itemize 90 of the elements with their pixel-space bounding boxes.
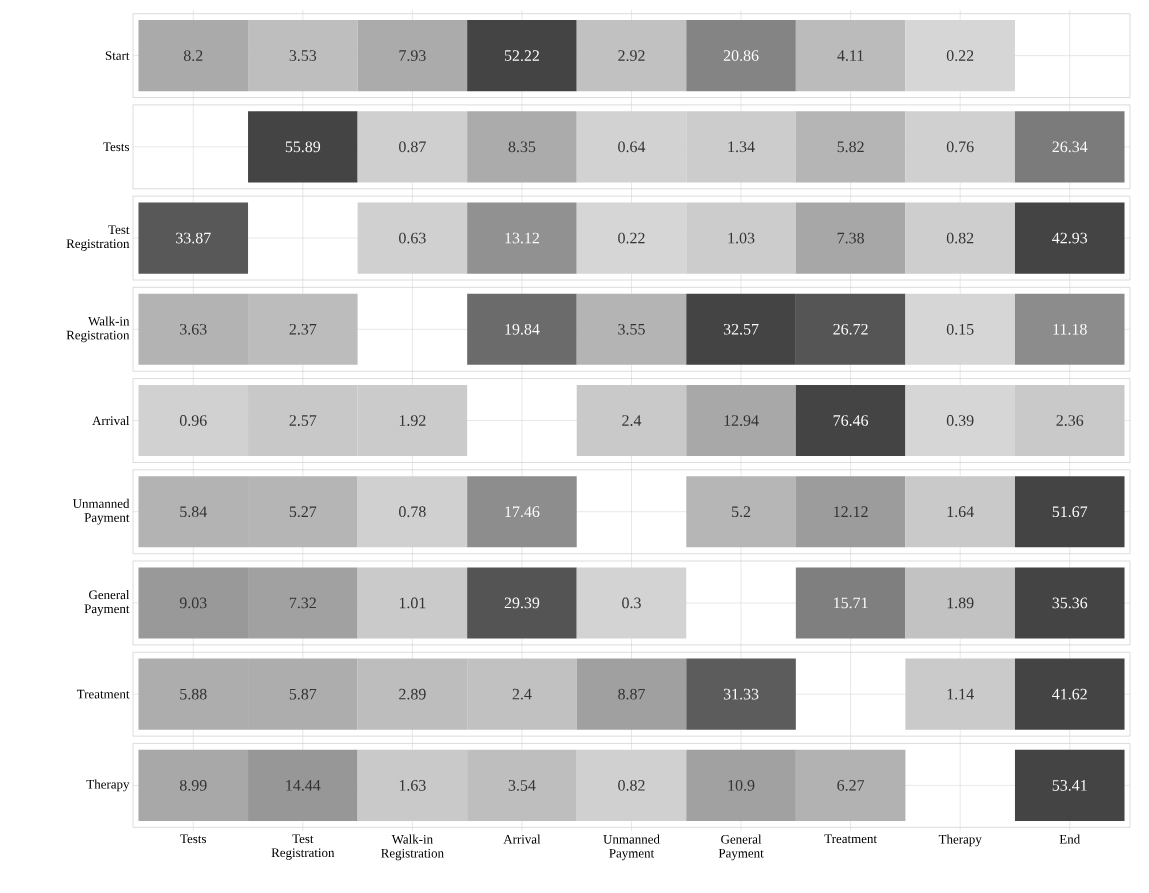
data-label: 3.55: [618, 323, 645, 335]
data-label: 2.57: [289, 415, 317, 426]
data-label: 10.9: [728, 779, 755, 791]
data-label: 9.03: [179, 597, 207, 609]
data-label: 0.96: [179, 415, 207, 426]
data-label: 0.82: [618, 779, 645, 791]
x-tick-label: Arrival: [503, 834, 541, 844]
data-label: 5.27: [289, 506, 317, 518]
data-label: 1.01: [399, 597, 426, 609]
data-label: 0.22: [946, 50, 974, 62]
data-label: 2.36: [1056, 415, 1084, 426]
y-tick-label: Arrival: [92, 415, 130, 426]
data-label: 42.93: [1052, 232, 1088, 244]
data-label: 31.33: [723, 688, 759, 700]
data-label: 5.84: [180, 506, 207, 518]
x-tick-label: End: [1059, 834, 1081, 844]
data-label: 0.22: [618, 232, 645, 244]
data-label: 13.12: [505, 232, 539, 244]
data-label: 1.34: [728, 141, 755, 153]
y-tick-label: Tests: [103, 142, 130, 152]
data-label: 0.76: [946, 141, 974, 153]
data-label: 0.64: [618, 141, 646, 153]
data-label: 1.92: [399, 415, 426, 426]
data-label: 12.12: [834, 506, 868, 518]
y-tick-label: General Payment: [84, 590, 130, 616]
data-label: 7.38: [837, 232, 864, 244]
data-label: 6.27: [837, 780, 865, 791]
data-label: 20.86: [723, 50, 759, 62]
data-label: 53.41: [1052, 780, 1087, 791]
data-label: 2.4: [512, 688, 532, 700]
data-label: 0.87: [399, 141, 426, 153]
y-tick-label: Unmanned Payment: [72, 498, 130, 525]
data-label: 8.87: [618, 688, 645, 700]
data-label: 32.57: [723, 323, 759, 335]
data-label: 19.84: [505, 323, 540, 335]
data-label: 3.53: [289, 50, 317, 61]
data-label: 2.89: [399, 688, 426, 700]
data-label: 1.03: [728, 232, 755, 244]
data-label: 5.87: [289, 688, 317, 700]
data-label: 0.78: [399, 506, 426, 518]
data-label: 1.63: [399, 780, 426, 791]
data-label: 55.89: [285, 141, 321, 153]
data-label: 1.64: [947, 506, 974, 518]
y-tick-label: Therapy: [86, 779, 130, 792]
data-label: 15.71: [834, 597, 868, 609]
data-label: 0.3: [622, 597, 641, 609]
data-label: 5.88: [180, 688, 207, 700]
data-label: 2.4: [622, 415, 642, 426]
data-label: 3.63: [180, 323, 207, 335]
data-label: 14.44: [286, 780, 321, 791]
x-tick-label: Tests: [180, 834, 207, 844]
x-tick-label: Walk-in Registration: [381, 834, 444, 861]
data-label: 7.32: [289, 597, 316, 609]
x-tick-label: Test Registration: [271, 834, 335, 860]
data-label: 0.82: [946, 232, 974, 244]
data-label: 29.39: [504, 597, 540, 609]
data-label: 8.2: [183, 50, 203, 62]
data-label: 2.37: [289, 323, 317, 335]
data-label: 7.93: [399, 50, 426, 61]
data-label: 0.15: [946, 323, 974, 335]
y-tick-label: Test Registration: [66, 225, 130, 251]
data-label: 8.35: [508, 141, 536, 153]
data-label: 76.46: [833, 415, 869, 426]
x-tick-label: Therapy: [938, 834, 982, 847]
y-tick-label: Start: [105, 51, 130, 60]
data-label: 1.89: [947, 597, 974, 609]
data-label: 11.18: [1053, 323, 1087, 335]
data-label: 33.87: [176, 232, 211, 244]
data-label: 5.2: [732, 506, 751, 518]
data-label: 4.11: [837, 50, 864, 61]
y-tick-label: Treatment: [76, 689, 130, 699]
data-label: 51.67: [1052, 506, 1088, 518]
y-tick-label: Walk-in Registration: [66, 316, 130, 343]
data-label: 1.14: [947, 688, 974, 700]
data-label: 41.62: [1052, 688, 1087, 700]
data-label: 5.82: [837, 141, 864, 153]
data-label: 0.63: [399, 232, 426, 244]
data-label: 8.99: [179, 779, 207, 791]
data-label: 26.72: [833, 323, 868, 335]
data-label: 3.54: [508, 780, 536, 791]
x-tick-label: Unmanned Payment: [603, 834, 660, 861]
data-label: 12.94: [724, 415, 759, 426]
data-label: 35.36: [1052, 597, 1088, 609]
data-label: 26.34: [1052, 141, 1088, 153]
data-label: 2.92: [618, 50, 645, 61]
data-label: 52.22: [504, 50, 539, 61]
data-label: 17.46: [505, 506, 540, 518]
data-label: 0.39: [946, 415, 974, 426]
x-tick-label: Treatment: [824, 834, 877, 844]
x-tick-label: General Payment: [718, 834, 764, 861]
